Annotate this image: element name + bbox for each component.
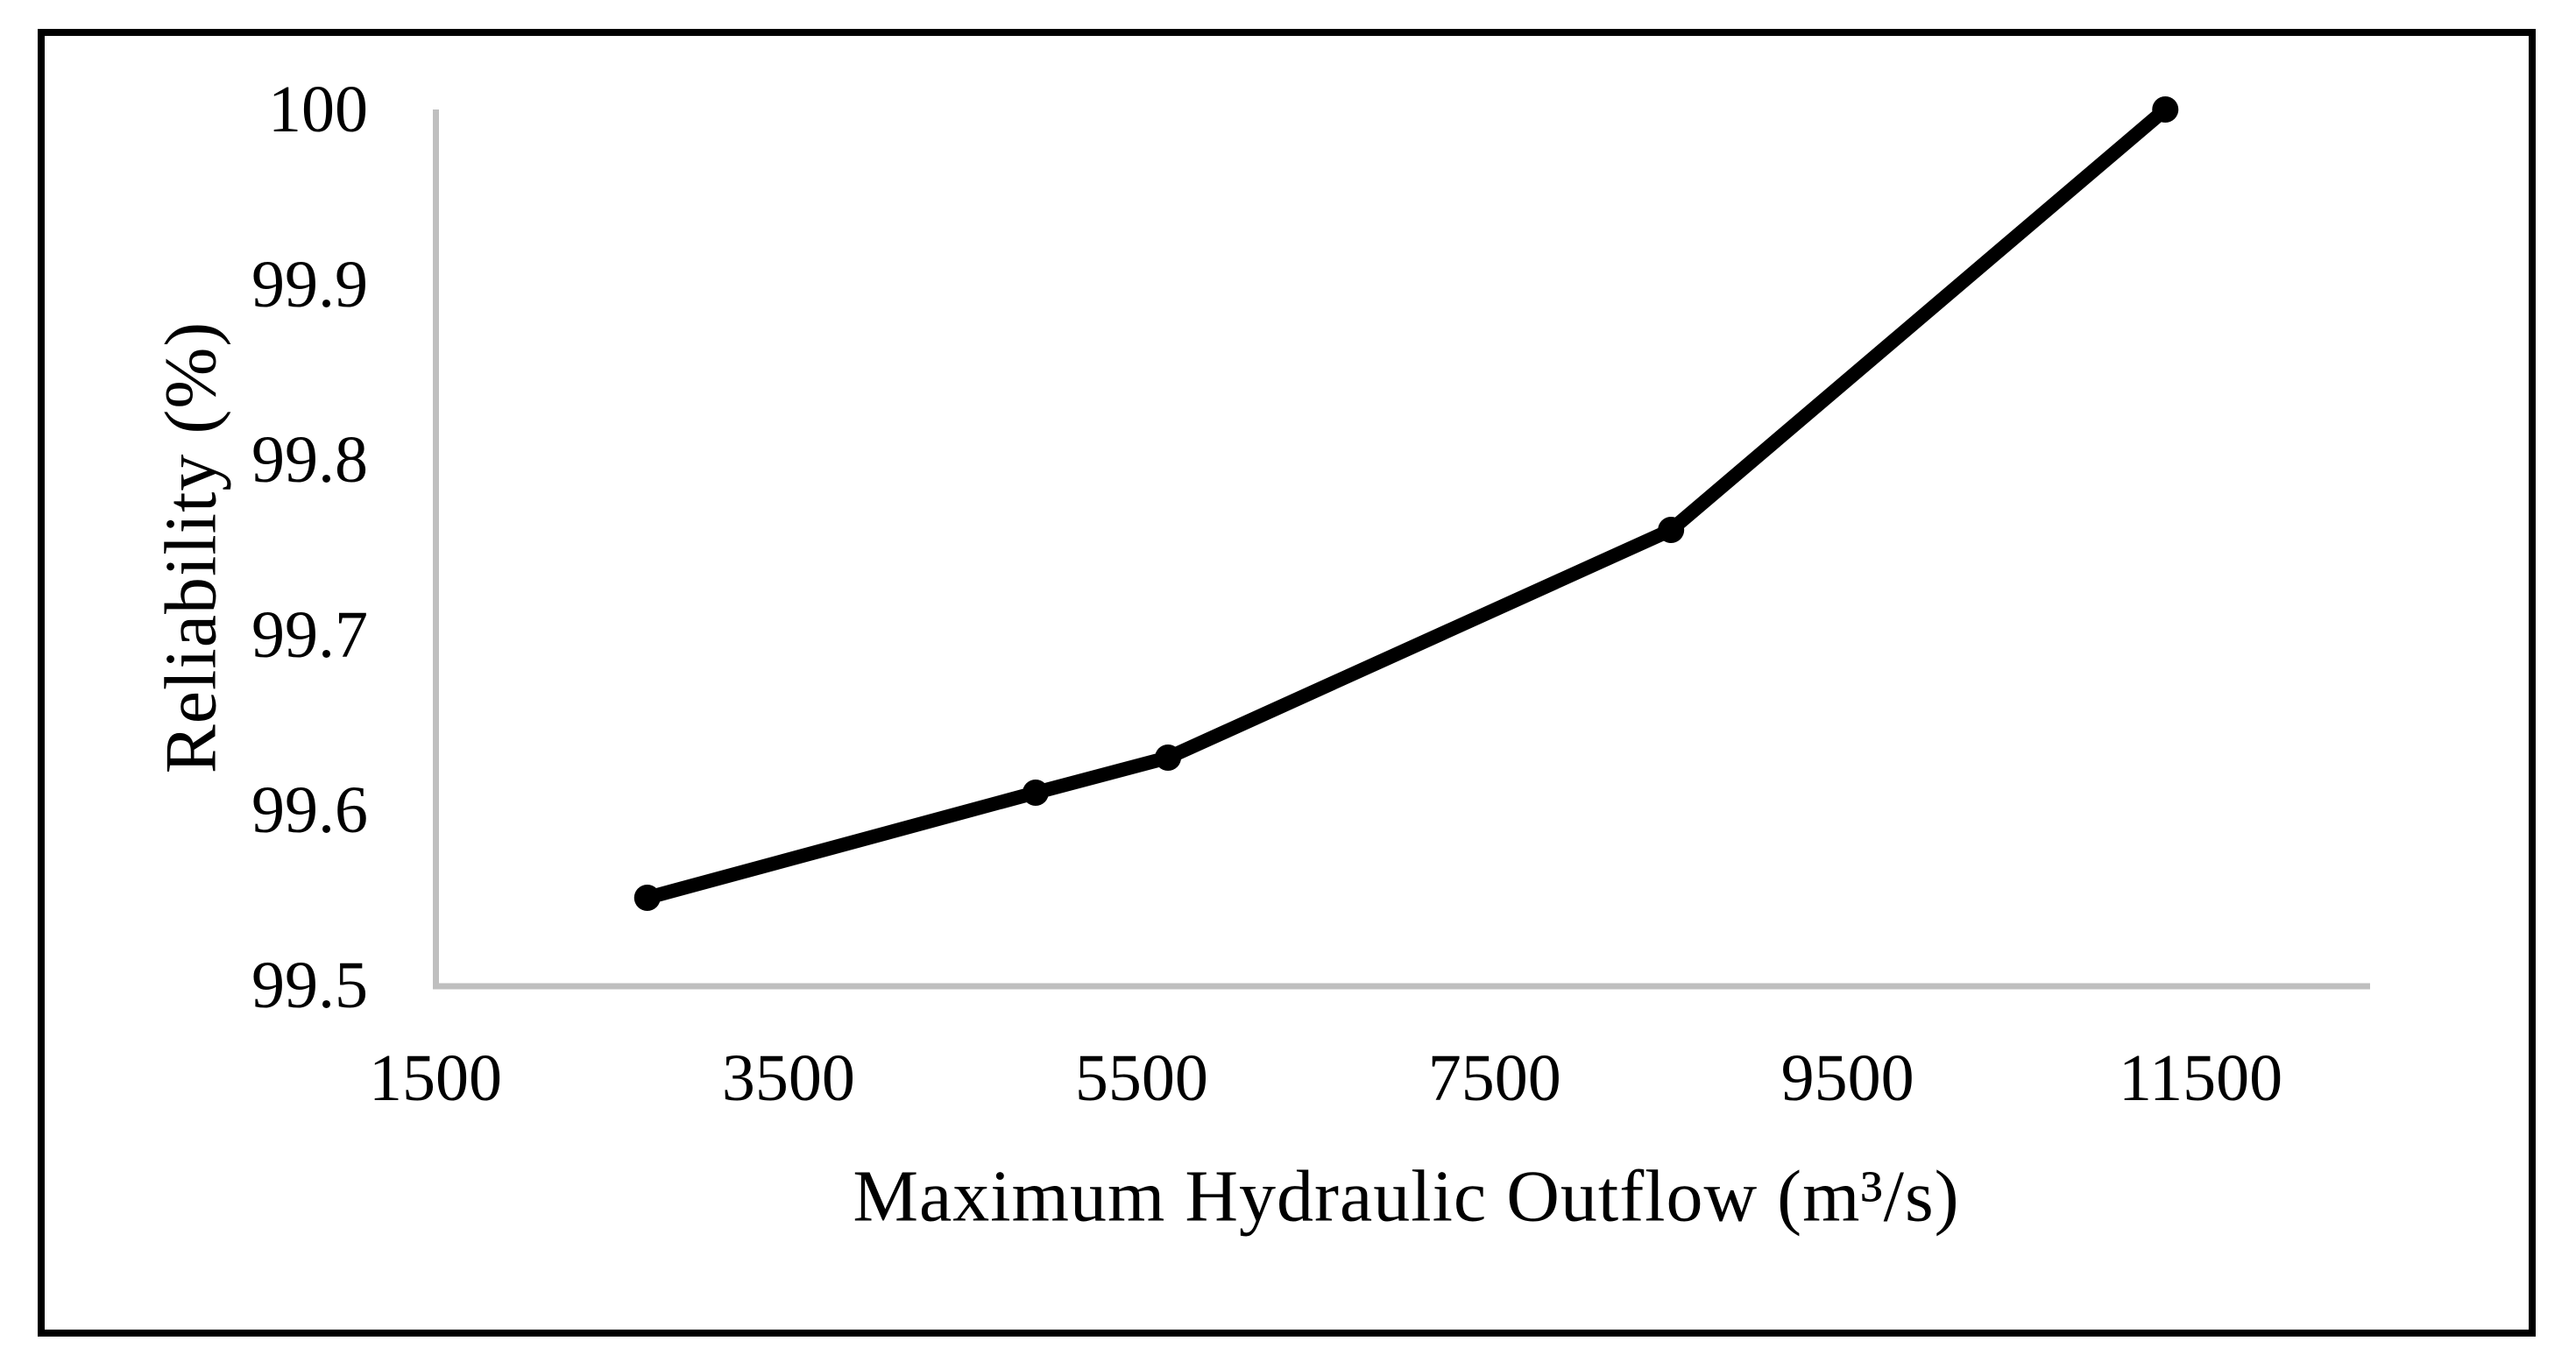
x-axis-title: Maximum Hydraulic Outflow (m³/s) [853,1155,1960,1238]
data-point-marker [1658,517,1685,543]
series-line [640,102,2173,905]
x-tick-label: 5500 [1074,1041,1208,1115]
x-tick-label: 3500 [721,1041,855,1115]
y-tick-label: 99.5 [251,949,368,1022]
y-tick-label: 100 [268,73,368,146]
data-point-marker [2152,96,2179,123]
figure-border [38,29,2536,1337]
y-tick-label: 99.9 [251,248,368,321]
x-tick-label: 9500 [1780,1041,1914,1115]
y-tick-label: 99.8 [251,423,368,497]
y-tick-label: 99.6 [251,773,368,847]
x-tick-label: 11500 [2118,1041,2283,1115]
y-axis-title: Reliability (%) [150,321,232,774]
data-point-marker [1022,780,1049,806]
x-tick-label: 7500 [1427,1041,1561,1115]
data-point-marker [633,885,661,911]
data-point-marker [1155,744,1182,771]
x-tick-label: 1500 [369,1041,502,1115]
y-tick-label: 99.7 [251,598,368,672]
